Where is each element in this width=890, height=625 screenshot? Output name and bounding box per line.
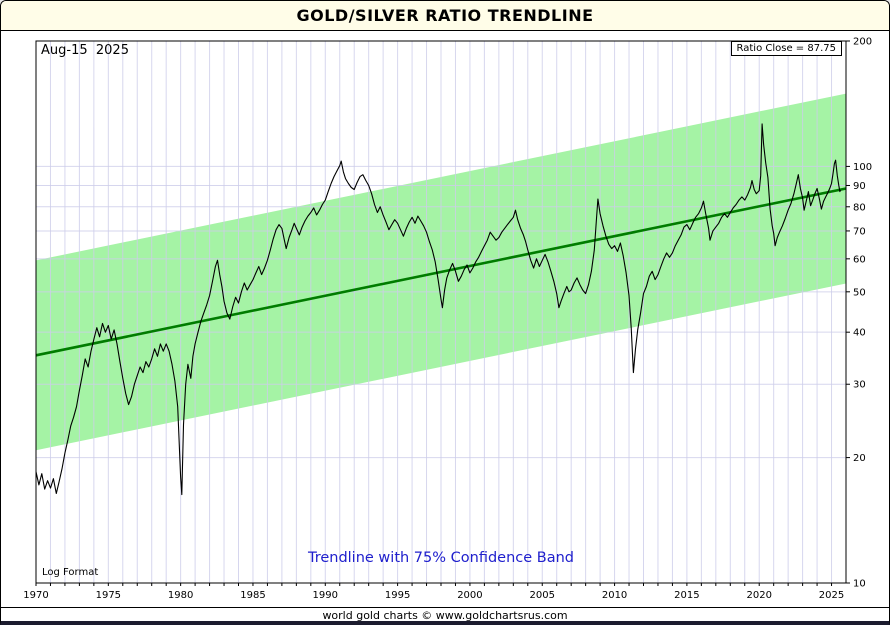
x-tick-label: 2000 (457, 590, 482, 601)
x-tick-label: 2025 (819, 590, 844, 601)
y-tick-label: 40 (853, 328, 866, 339)
x-tick-label: 1980 (168, 590, 193, 601)
log-format-label: Log Format (42, 567, 99, 578)
y-tick-label: 30 (853, 380, 866, 391)
x-tick-label: 2015 (674, 590, 699, 601)
x-tick-label: 1990 (313, 590, 338, 601)
footer-credit: world gold charts © www.goldchartsrus.co… (322, 609, 568, 622)
y-tick-label: 60 (853, 254, 866, 265)
y-tick-label: 10 (853, 579, 866, 590)
x-tick-label: 1975 (96, 590, 121, 601)
footer-divider (1, 607, 889, 608)
x-tick-label: 2010 (602, 590, 627, 601)
confidence-band-caption: Trendline with 75% Confidence Band (307, 550, 575, 566)
trendline (35, 187, 847, 357)
ratio-series-line (35, 123, 842, 496)
y-tick-label: 70 (853, 226, 866, 237)
x-tick-label: 2020 (746, 590, 771, 601)
y-tick-label: 100 (853, 162, 872, 173)
x-tick-label: 1995 (385, 590, 410, 601)
page-title: GOLD/SILVER RATIO TRENDLINE (296, 6, 594, 25)
y-tick-label: 20 (853, 453, 866, 464)
ratio-close-badge: Ratio Close = 87.75 (730, 41, 842, 56)
title-bar: GOLD/SILVER RATIO TRENDLINE (1, 1, 889, 31)
y-tick-label: 80 (853, 202, 866, 213)
date-label: Aug-15 2025 (41, 43, 129, 58)
x-tick-label: 1970 (23, 590, 48, 601)
y-tick-label: 200 (853, 37, 872, 48)
x-tick-label: 2005 (530, 590, 555, 601)
y-tick-label: 90 (853, 181, 866, 192)
x-tick-label: 1985 (240, 590, 265, 601)
y-tick-label: 50 (853, 287, 866, 298)
plot-border (35, 40, 847, 584)
